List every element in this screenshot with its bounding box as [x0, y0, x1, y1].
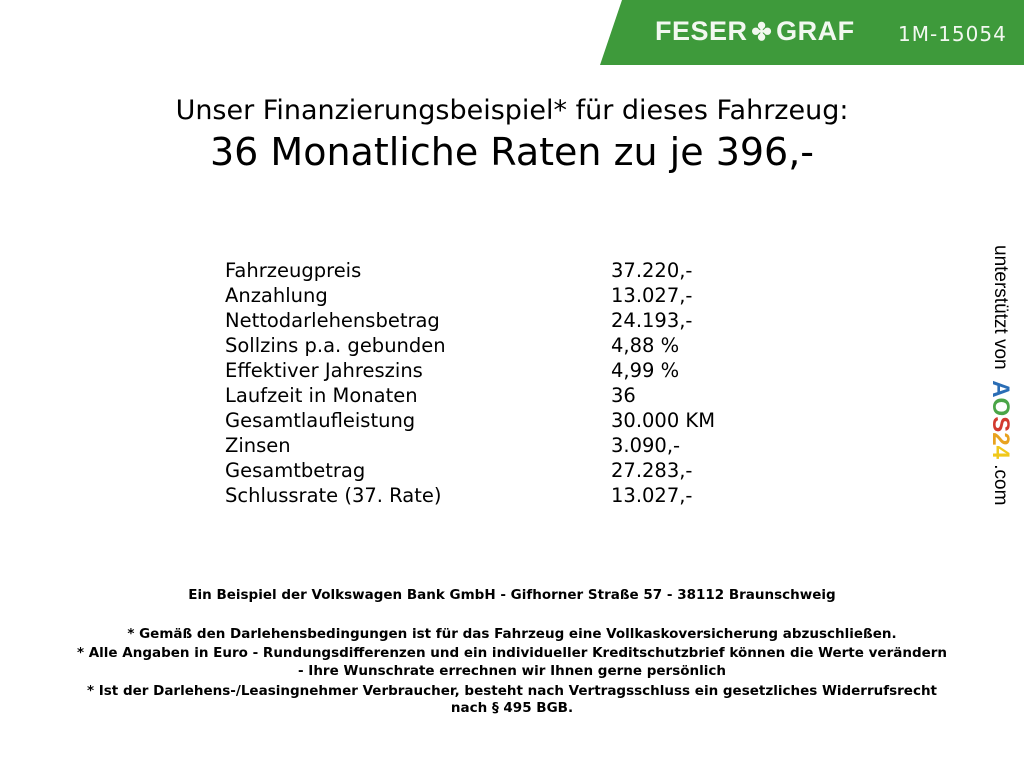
row-value: 4,99 % — [611, 359, 680, 382]
table-row: Gesamtbetrag 27.283,- — [225, 458, 715, 483]
feser-graf-logo: FESER ✤ GRAF — [655, 16, 855, 47]
table-row: Schlussrate (37. Rate) 13.027,- — [225, 483, 715, 508]
row-value: 4,88 % — [611, 334, 680, 357]
powered-by: unterstützt von AOS24 .com — [986, 245, 1014, 505]
table-row: Laufzeit in Monaten 36 — [225, 383, 715, 408]
brand-text: FESER — [655, 16, 748, 46]
table-row: Zinsen 3.090,- — [225, 433, 715, 458]
table-row: Gesamtlaufleistung 30.000 KM — [225, 408, 715, 433]
table-row: Anzahlung 13.027,- — [225, 283, 715, 308]
row-value: 13.027,- — [611, 284, 693, 307]
brand-text-2: GRAF — [776, 16, 855, 46]
dotcom-text: .com — [990, 464, 1011, 506]
row-label: Gesamtlaufleistung — [225, 409, 416, 432]
row-label: Fahrzeugpreis — [225, 259, 362, 282]
row-label: Anzahlung — [225, 284, 328, 307]
row-label: Zinsen — [225, 434, 291, 457]
row-label: Effektiver Jahreszins — [225, 359, 423, 382]
table-row: Effektiver Jahreszins 4,99 % — [225, 358, 715, 383]
aos24-logo: AOS24 — [987, 380, 1014, 459]
footnote-3: * Ist der Darlehens-/Leasingnehmer Verbr… — [86, 683, 938, 699]
header-banner — [600, 0, 1024, 65]
clover-icon: ✤ — [751, 19, 773, 46]
row-value: 37.220,- — [611, 259, 693, 282]
bank-info: Ein Beispiel der Volkswagen Bank GmbH - … — [188, 587, 836, 603]
monthly-rate-headline: 36 Monatliche Raten zu je 396,- — [209, 130, 815, 174]
row-label: Gesamtbetrag — [225, 459, 366, 482]
row-value: 30.000 KM — [611, 409, 716, 432]
row-label: Schlussrate (37. Rate) — [225, 484, 442, 507]
row-label: Nettodarlehensbetrag — [225, 309, 440, 332]
vehicle-code: 1M-15054 — [898, 22, 1007, 46]
page-title: Unser Finanzierungsbeispiel* für dieses … — [175, 95, 849, 126]
row-value: 36 — [611, 384, 636, 407]
finance-table: Fahrzeugpreis 37.220,- Anzahlung 13.027,- Ne… — [225, 258, 715, 508]
row-label: Laufzeit in Monaten — [225, 384, 418, 407]
row-value: 24.193,- — [611, 309, 693, 332]
table-row: Nettodarlehensbetrag 24.193,- — [225, 308, 715, 333]
footnote-2: * Alle Angaben in Euro - Rundungsdiffere… — [76, 645, 948, 661]
table-row: Fahrzeugpreis 37.220,- — [225, 258, 715, 283]
row-label: Sollzins p.a. gebunden — [225, 334, 446, 357]
powered-by-text: unterstützt von — [990, 245, 1011, 370]
footnote-1: * Gemäß den Darlehensbedingungen ist für… — [127, 626, 897, 642]
row-value: 3.090,- — [611, 434, 681, 457]
footnote-3b: nach § 495 BGB. — [450, 700, 574, 716]
row-value: 13.027,- — [611, 484, 693, 507]
table-row: Sollzins p.a. gebunden 4,88 % — [225, 333, 715, 358]
footnote-2b: - Ihre Wunschrate errechnen wir Ihnen ge… — [298, 663, 726, 679]
row-value: 27.283,- — [611, 459, 693, 482]
